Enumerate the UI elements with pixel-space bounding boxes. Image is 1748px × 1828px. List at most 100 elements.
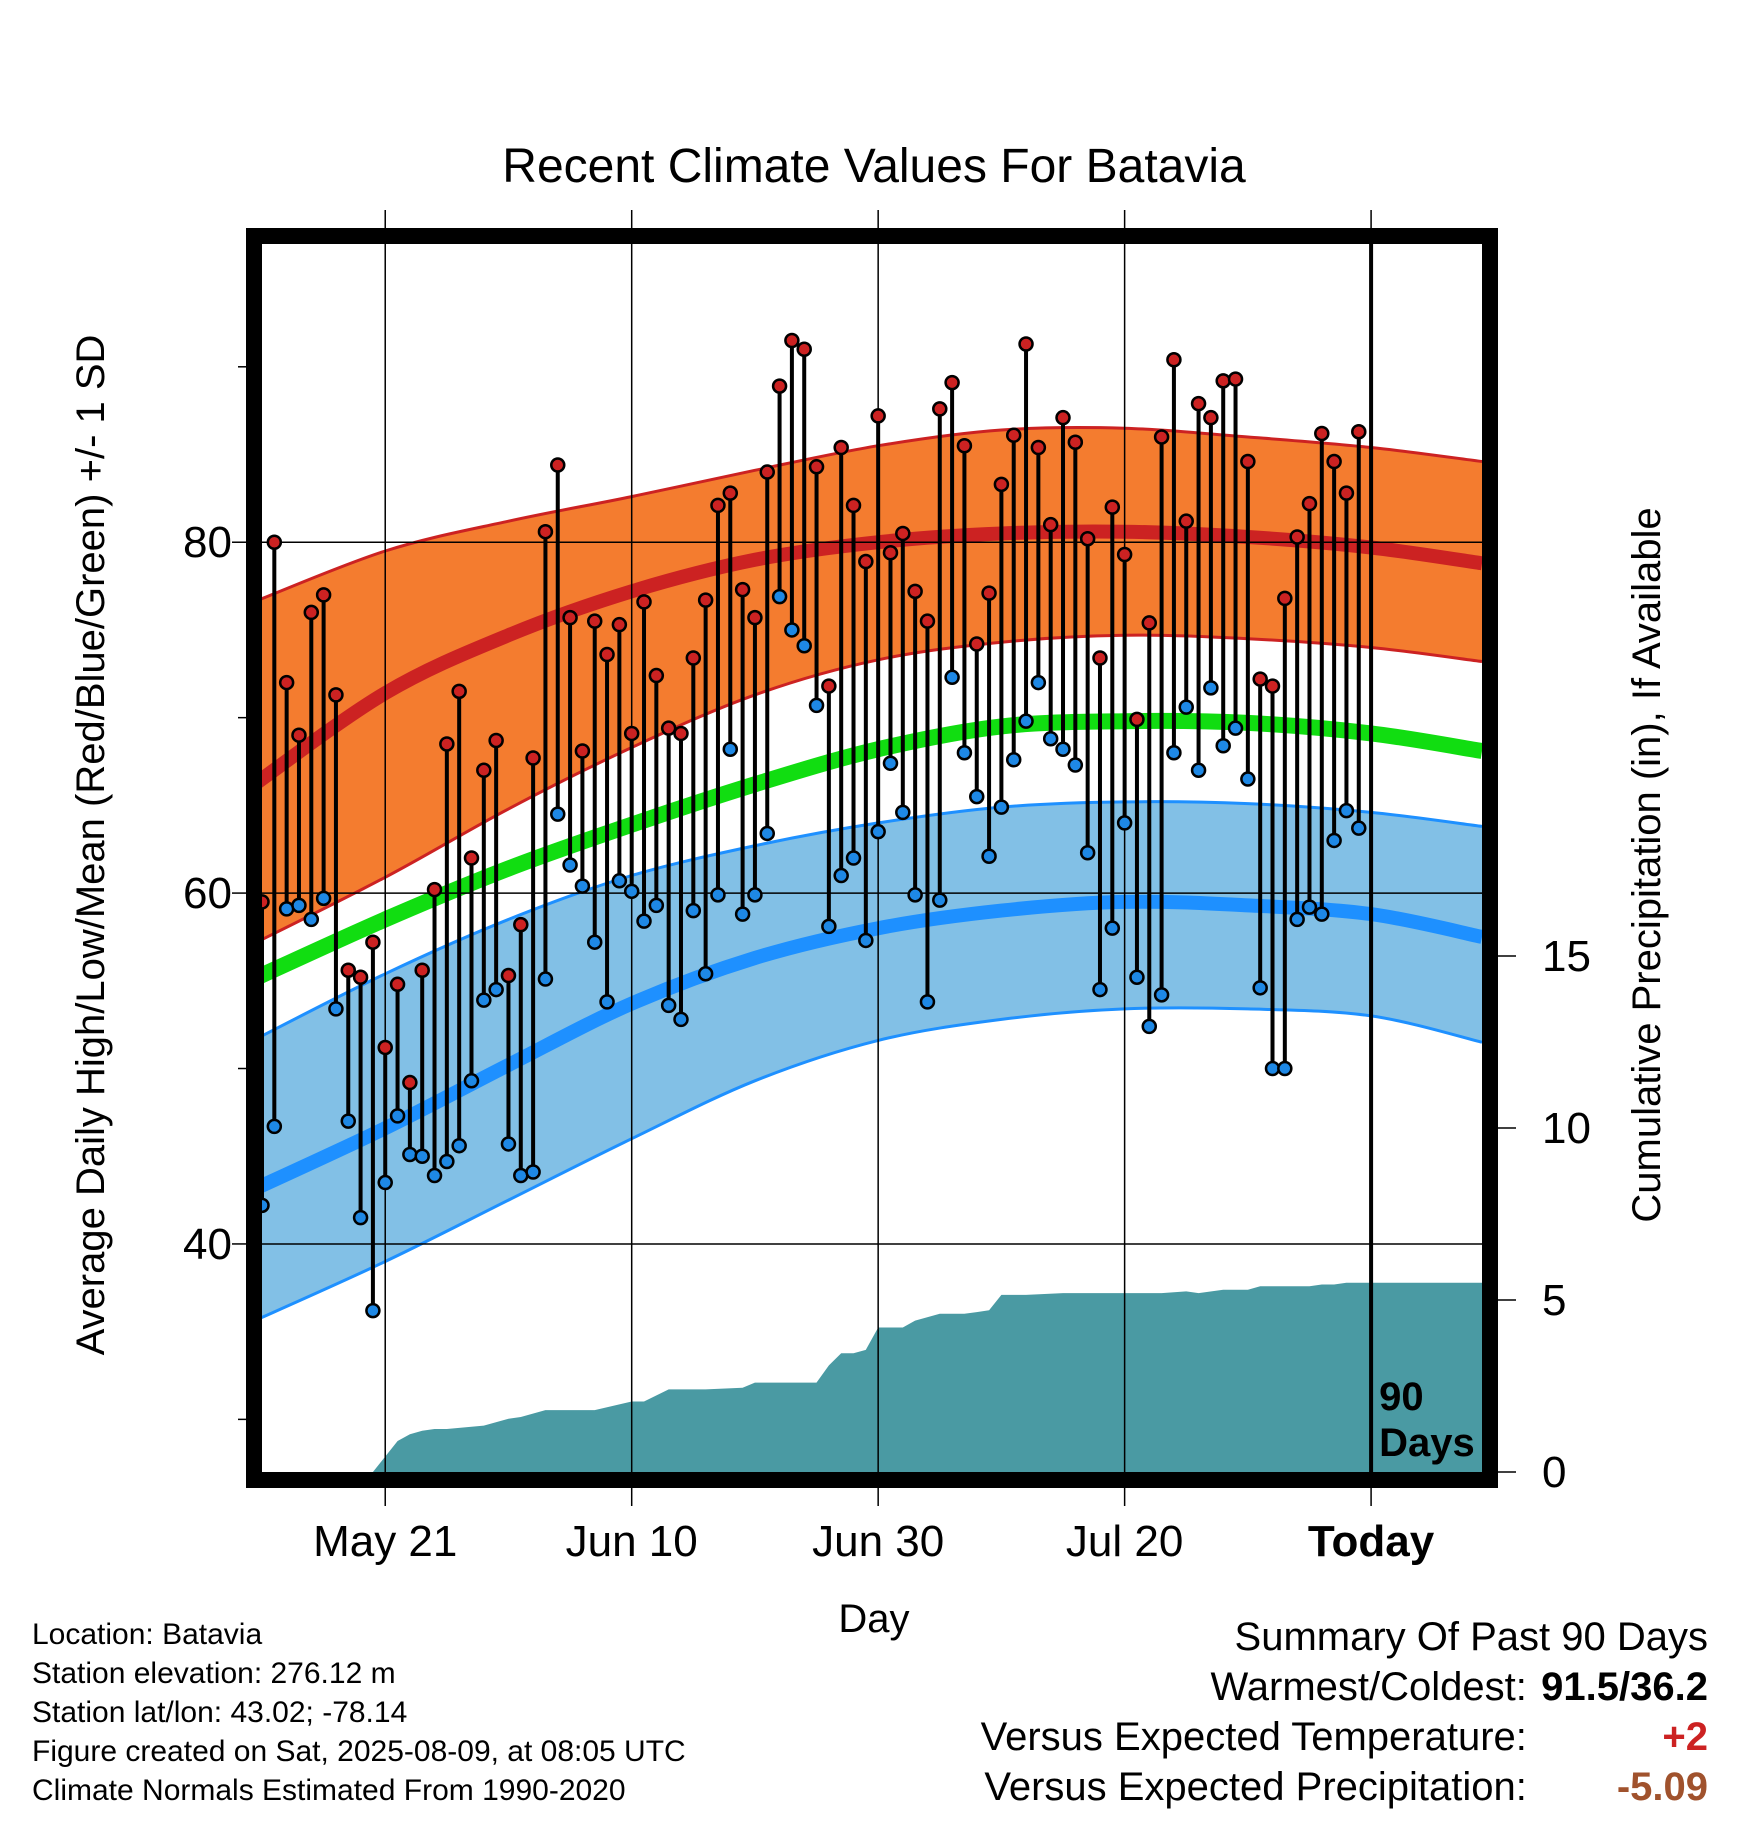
daily-low-point <box>1042 730 1059 747</box>
daily-low-point <box>315 890 332 907</box>
x-tick-label: Jun 10 <box>566 1517 698 1566</box>
daily-high-point <box>1116 546 1133 563</box>
daily-low-point <box>1116 815 1133 831</box>
daily-high-point <box>673 725 689 742</box>
daily-high-point <box>262 894 270 910</box>
daily-low-point <box>821 918 837 935</box>
daily-low-point <box>451 1137 467 1154</box>
daily-low-point <box>1326 832 1342 849</box>
daily-high-point <box>365 934 381 950</box>
daily-high-point <box>488 732 504 749</box>
daily-low-point <box>402 1146 418 1163</box>
daily-high-point <box>611 616 628 633</box>
daily-high-point <box>586 613 603 629</box>
daily-low-point <box>623 883 640 900</box>
daily-low-point <box>1338 802 1355 819</box>
daily-high-point <box>1314 425 1330 442</box>
daily-low-point <box>414 1148 430 1164</box>
summary-temp-row: Versus Expected Temperature: +2 <box>981 1712 1708 1762</box>
daily-high-point <box>944 374 960 391</box>
daily-high-point <box>562 609 578 626</box>
daily-low-point <box>1005 752 1022 768</box>
daily-high-point <box>1129 711 1145 728</box>
x-tick-label: May 21 <box>313 1517 457 1566</box>
daily-high-point <box>1018 336 1034 352</box>
daily-low-point <box>981 848 997 864</box>
daily-low-point <box>1166 744 1182 761</box>
y-tick-label-40: 40 <box>183 1220 232 1269</box>
summary-temp-label: Versus Expected Temperature: <box>980 1715 1527 1759</box>
summary-precip-value: -5.09 <box>1616 1765 1708 1809</box>
daily-high-point <box>710 497 726 514</box>
daily-high-point <box>1264 678 1281 694</box>
daily-high-point <box>821 678 837 694</box>
daily-low-point <box>870 823 886 840</box>
daily-low-point <box>968 788 985 805</box>
daily-low-point <box>919 994 936 1010</box>
daily-low-point <box>1190 762 1207 779</box>
summary-warmest-row: Warmest/Coldest: 91.5/36.2 <box>981 1662 1709 1712</box>
daily-high-point <box>907 583 923 600</box>
daily-high-point <box>858 553 874 570</box>
daily-low-point <box>328 1001 344 1017</box>
daily-high-point <box>808 459 825 475</box>
daily-high-point <box>476 762 492 779</box>
summary-temp-value: +2 <box>1662 1715 1708 1759</box>
daily-high-point <box>291 727 307 743</box>
daily-low-point <box>1277 1060 1293 1077</box>
daily-high-point <box>759 464 776 480</box>
daily-low-point <box>1227 720 1244 736</box>
info-elevation: Station elevation: 276.12 m <box>32 1657 396 1690</box>
daily-high-point <box>1055 409 1071 426</box>
daily-low-point <box>685 902 702 919</box>
daily-high-point <box>1153 429 1170 445</box>
daily-high-point <box>660 720 677 736</box>
daily-high-point <box>747 609 763 626</box>
daily-high-point <box>451 683 467 700</box>
daily-high-point <box>328 687 344 703</box>
daily-low-point <box>463 1073 480 1089</box>
daily-high-point <box>1252 671 1268 687</box>
daily-low-point <box>747 887 763 903</box>
daily-low-point <box>476 992 492 1008</box>
x-tick-label: Today <box>1308 1517 1435 1566</box>
y-tick-label-80: 80 <box>183 518 232 567</box>
daily-low-point <box>291 897 307 914</box>
daily-high-point <box>1178 513 1194 529</box>
daily-low-point <box>562 857 578 873</box>
daily-low-point <box>845 850 862 866</box>
daily-low-point <box>1141 1018 1158 1035</box>
daily-low-point <box>1030 674 1047 691</box>
daily-low-point <box>734 906 751 922</box>
daily-low-point <box>340 1113 357 1129</box>
daily-high-point <box>439 736 455 752</box>
y2-tick-label-0: 0 <box>1542 1448 1566 1497</box>
daily-high-point <box>981 585 997 601</box>
daily-high-point <box>1240 453 1256 470</box>
daily-low-point <box>907 887 923 903</box>
daily-high-point <box>1338 485 1355 501</box>
daily-low-point <box>550 806 566 822</box>
daily-high-point <box>389 976 406 993</box>
daily-high-point <box>315 587 332 603</box>
daily-low-point <box>1289 911 1305 928</box>
summary-title: Summary Of Past 90 Days <box>1234 1615 1708 1659</box>
daily-high-point <box>377 1039 393 1056</box>
daily-high-point <box>833 439 849 456</box>
daily-high-point <box>623 725 640 742</box>
daily-high-point <box>870 408 886 424</box>
daily-high-point <box>1301 495 1318 512</box>
daily-high-point <box>784 332 800 349</box>
daily-low-point <box>1264 1060 1281 1077</box>
summary-warmest-label: Warmest/Coldest: <box>1210 1665 1527 1709</box>
daily-low-point <box>1351 820 1367 836</box>
daily-low-point <box>1067 757 1084 773</box>
summary-warmest-value: 91.5/36.2 <box>1541 1665 1708 1709</box>
daily-low-point <box>648 897 665 914</box>
daily-high-point <box>1190 395 1207 412</box>
daily-low-point <box>574 878 591 894</box>
daily-low-point <box>1314 906 1330 922</box>
daily-low-point <box>1252 980 1268 996</box>
daily-low-point <box>389 1108 406 1124</box>
